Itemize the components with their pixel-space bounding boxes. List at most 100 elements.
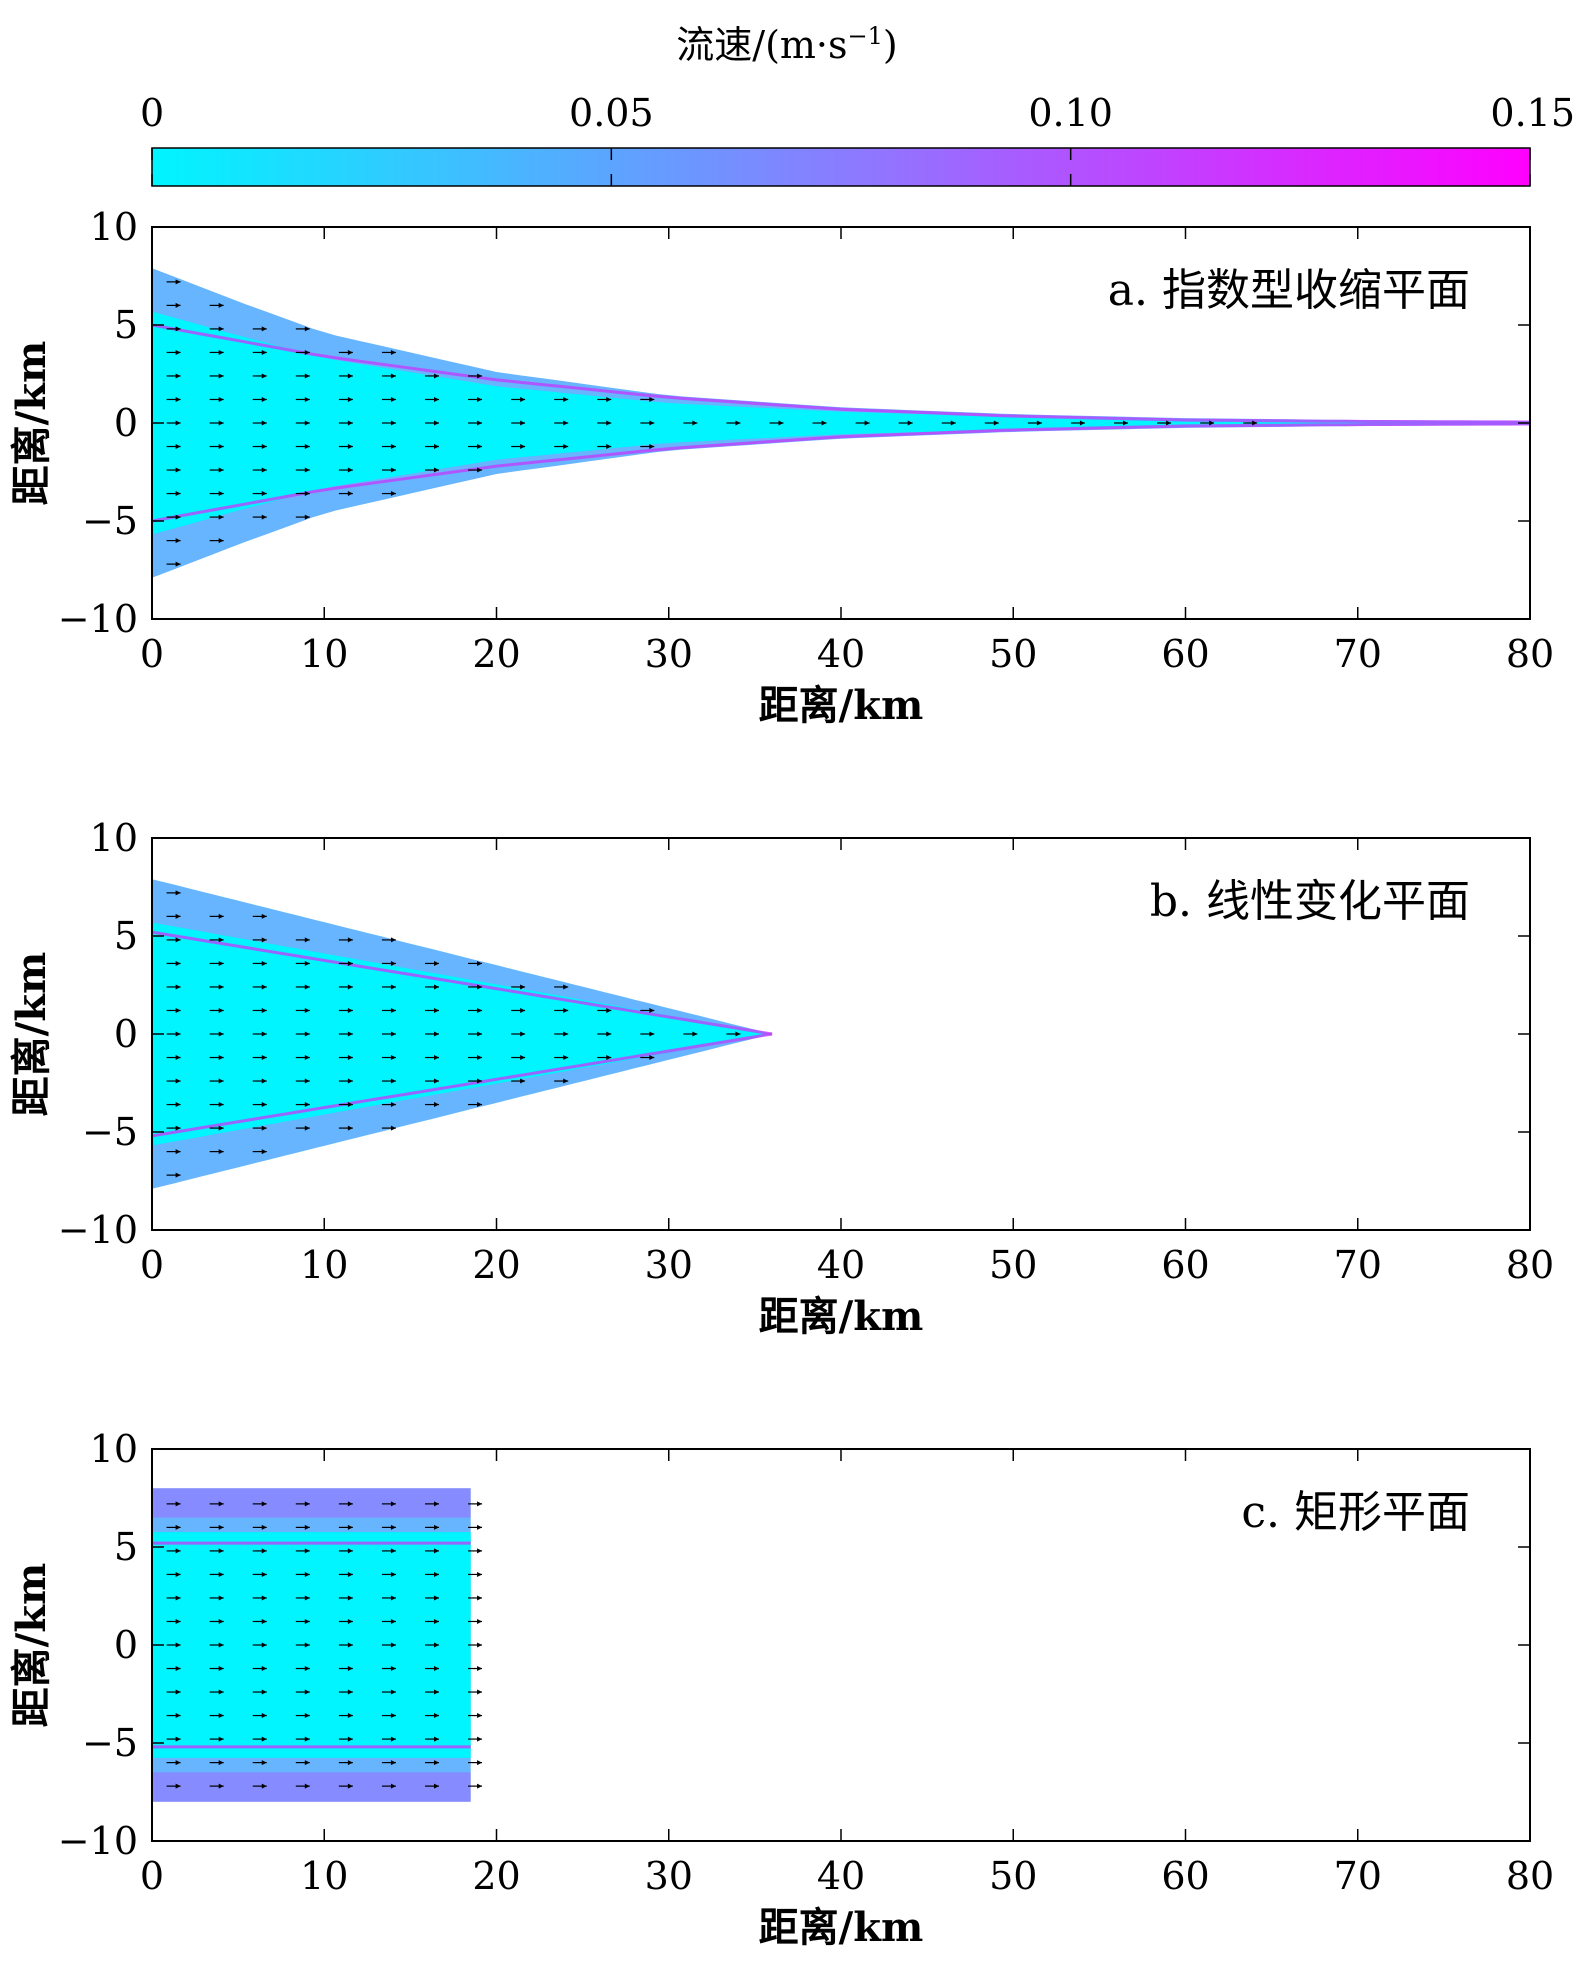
- panel-title: b. 线性变化平面: [1150, 876, 1470, 927]
- x-tick-label: 20: [472, 1854, 520, 1898]
- velocity-arrowhead: [390, 1736, 396, 1742]
- velocity-arrowhead: [347, 1548, 353, 1554]
- velocity-arrowhead: [477, 984, 483, 990]
- x-tick-label: 70: [1334, 632, 1382, 676]
- velocity-arrowhead: [261, 326, 267, 332]
- velocity-arrowhead: [390, 1760, 396, 1766]
- velocity-arrowhead: [175, 1595, 181, 1601]
- velocity-arrowhead: [261, 960, 267, 966]
- velocity-arrowhead: [563, 1055, 569, 1061]
- velocity-arrowhead: [175, 1055, 181, 1061]
- velocity-arrowhead: [218, 1055, 224, 1061]
- velocity-arrowhead: [175, 1618, 181, 1624]
- velocity-arrowhead: [347, 1783, 353, 1789]
- velocity-arrowhead: [477, 420, 483, 426]
- velocity-arrowhead: [347, 1689, 353, 1695]
- velocity-arrowhead: [218, 396, 224, 402]
- velocity-arrowhead: [218, 538, 224, 544]
- x-tick-label: 40: [817, 1243, 865, 1287]
- velocity-arrowhead: [520, 984, 526, 990]
- velocity-arrowhead: [175, 467, 181, 473]
- velocity-arrowhead: [175, 1666, 181, 1672]
- velocity-arrowhead: [433, 1102, 439, 1108]
- velocity-arrowhead: [175, 302, 181, 308]
- velocity-arrowhead: [261, 1501, 267, 1507]
- velocity-arrowhead: [218, 302, 224, 308]
- velocity-arrowhead: [218, 1102, 224, 1108]
- velocity-arrowhead: [606, 1007, 612, 1013]
- velocity-arrowhead: [218, 1149, 224, 1155]
- velocity-arrowhead: [649, 1055, 655, 1061]
- velocity-arrowhead: [261, 1125, 267, 1131]
- velocity-arrowhead: [563, 420, 569, 426]
- velocity-arrowhead: [304, 1595, 310, 1601]
- x-tick-label: 60: [1161, 632, 1209, 676]
- velocity-arrowhead: [261, 1007, 267, 1013]
- velocity-arrowhead: [218, 1031, 224, 1037]
- x-tick-label: 50: [989, 1854, 1037, 1898]
- velocity-arrowhead: [175, 491, 181, 497]
- velocity-arrowhead: [218, 1571, 224, 1577]
- velocity-arrowhead: [261, 913, 267, 919]
- velocity-arrowhead: [304, 1078, 310, 1084]
- velocity-arrowhead: [390, 1618, 396, 1624]
- velocity-arrowhead: [218, 1666, 224, 1672]
- y-tick-label: 0: [114, 1623, 138, 1667]
- velocity-arrowhead: [347, 1571, 353, 1577]
- velocity-arrowhead: [520, 444, 526, 450]
- x-tick-label: 20: [472, 1243, 520, 1287]
- x-tick-label: 60: [1161, 1243, 1209, 1287]
- velocity-arrowhead: [347, 1666, 353, 1672]
- velocity-arrowhead: [261, 467, 267, 473]
- velocity-arrowhead: [821, 420, 827, 426]
- velocity-arrowhead: [218, 1618, 224, 1624]
- velocity-arrowhead: [304, 373, 310, 379]
- velocity-arrowhead: [304, 396, 310, 402]
- velocity-arrowhead: [261, 1524, 267, 1530]
- colorbar-tick-label: 0: [140, 91, 164, 135]
- velocity-arrowhead: [304, 1501, 310, 1507]
- velocity-arrowhead: [261, 1102, 267, 1108]
- x-tick-label: 80: [1506, 632, 1554, 676]
- velocity-arrowhead: [304, 514, 310, 520]
- velocity-arrowhead: [218, 1760, 224, 1766]
- chart-panel-2: 0 10 20 30 40 50 60 70 80 −10 −5 0 5 10 距离/km 距离/km b. 线…: [8, 816, 1554, 1340]
- velocity-arrowhead: [347, 491, 353, 497]
- velocity-arrowhead: [520, 396, 526, 402]
- velocity-arrowhead: [477, 444, 483, 450]
- velocity-arrowhead: [175, 279, 181, 285]
- velocity-arrowhead: [261, 491, 267, 497]
- velocity-arrowhead: [304, 326, 310, 332]
- velocity-arrowhead: [433, 1666, 439, 1672]
- velocity-arrowhead: [390, 1595, 396, 1601]
- velocity-arrowhead: [433, 1713, 439, 1719]
- velocity-arrowhead: [175, 1078, 181, 1084]
- velocity-arrowhead: [1252, 420, 1258, 426]
- velocity-arrowhead: [347, 960, 353, 966]
- x-tick-label: 10: [300, 632, 348, 676]
- velocity-arrowhead: [304, 1642, 310, 1648]
- velocity-arrowhead: [1079, 420, 1085, 426]
- velocity-arrowhead: [477, 1618, 483, 1624]
- velocity-arrowhead: [347, 1524, 353, 1530]
- velocity-arrowhead: [390, 349, 396, 355]
- velocity-arrowhead: [477, 1007, 483, 1013]
- velocity-arrowhead: [692, 1031, 698, 1037]
- velocity-arrowhead: [390, 1125, 396, 1131]
- velocity-arrowhead: [347, 1031, 353, 1037]
- velocity-arrowhead: [433, 1501, 439, 1507]
- velocity-arrowhead: [477, 1666, 483, 1672]
- velocity-arrowhead: [520, 420, 526, 426]
- velocity-arrowhead: [304, 1618, 310, 1624]
- y-tick-label: 10: [90, 205, 138, 249]
- x-tick-label: 80: [1506, 1243, 1554, 1287]
- x-tick-label: 70: [1334, 1243, 1382, 1287]
- flow-domain-core: [152, 1532, 471, 1758]
- velocity-arrowhead: [347, 1760, 353, 1766]
- velocity-arrowhead: [477, 1736, 483, 1742]
- velocity-arrowhead: [735, 1031, 741, 1037]
- velocity-arrowhead: [175, 538, 181, 544]
- velocity-arrowhead: [520, 1078, 526, 1084]
- x-tick-label: 60: [1161, 1854, 1209, 1898]
